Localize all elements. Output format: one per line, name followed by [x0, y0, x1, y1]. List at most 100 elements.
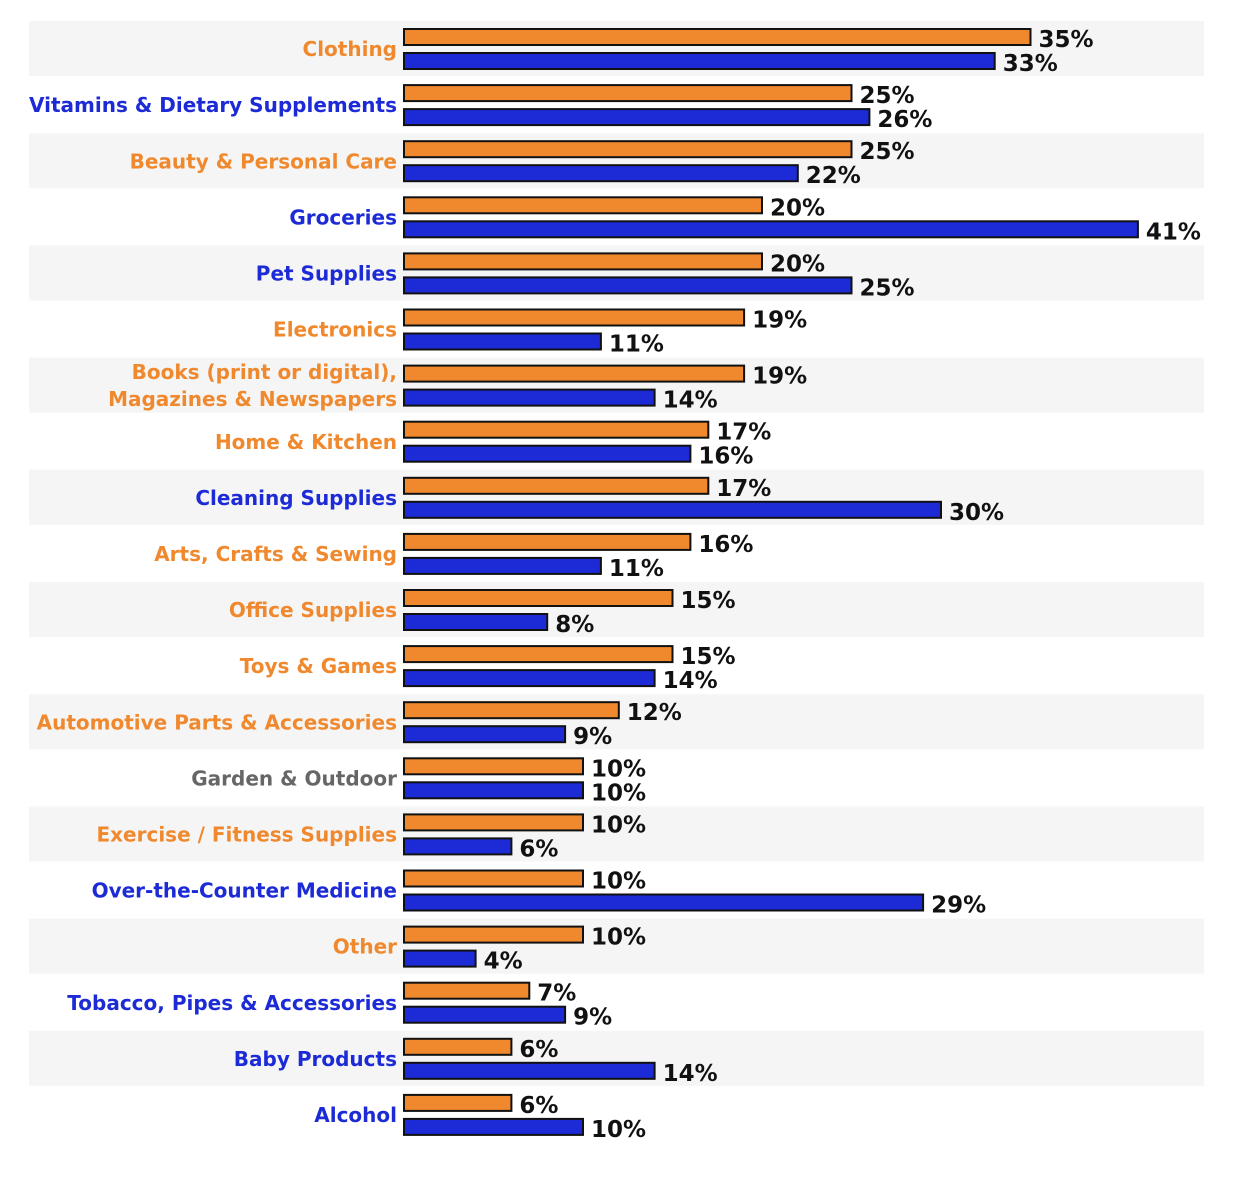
bar-blue	[403, 500, 942, 519]
data-label: 12%	[627, 700, 682, 726]
category-label: Alcohol	[314, 1103, 397, 1127]
bar-orange	[403, 757, 584, 776]
bar-blue	[403, 444, 692, 463]
data-label: 17%	[716, 420, 771, 446]
bar-blue	[403, 669, 656, 688]
row-band	[29, 806, 1204, 862]
bar-orange	[403, 420, 710, 439]
bar-orange	[403, 308, 746, 327]
bar-orange	[403, 813, 584, 832]
bar-orange	[403, 1037, 513, 1056]
bar-orange	[403, 645, 674, 664]
data-label: 14%	[663, 668, 718, 694]
category-label: Vitamins & Dietary Supplements	[29, 93, 397, 117]
category-label: Clothing	[303, 37, 397, 61]
bar-blue	[403, 781, 584, 800]
bar-blue	[403, 949, 477, 968]
bar-orange	[403, 196, 763, 215]
bar-orange	[403, 701, 620, 720]
bar-blue	[403, 556, 602, 575]
category-label: Baby Products	[234, 1047, 397, 1071]
category-label: Groceries	[289, 205, 397, 229]
data-label: 6%	[519, 1093, 558, 1119]
category-label: Exercise / Fitness Supplies	[96, 822, 397, 846]
data-label: 14%	[663, 388, 718, 414]
bar-orange	[403, 532, 692, 551]
bar-orange	[403, 1093, 513, 1112]
category-label: Cleaning Supplies	[195, 486, 397, 510]
category-label: Beauty & Personal Care	[130, 149, 397, 173]
data-label: 16%	[698, 532, 753, 558]
bar-blue	[403, 388, 656, 407]
category-label: Toys & Games	[240, 654, 397, 678]
data-label: 16%	[698, 444, 753, 470]
bar-blue	[403, 52, 996, 70]
bar-blue	[403, 1005, 567, 1024]
category-label: Other	[333, 935, 397, 959]
bar-blue	[403, 725, 567, 744]
bar-blue	[403, 108, 871, 127]
data-label: 11%	[609, 332, 664, 358]
bar-blue	[403, 1061, 656, 1080]
data-label: 6%	[519, 1037, 558, 1063]
data-label: 17%	[716, 476, 771, 502]
bar-orange	[403, 364, 746, 383]
data-label: 41%	[1146, 219, 1201, 245]
bar-blue	[403, 837, 513, 856]
data-label: 20%	[770, 251, 825, 277]
data-label: 6%	[519, 836, 558, 862]
data-label: 33%	[1003, 51, 1058, 77]
category-label: Arts, Crafts & Sewing	[154, 542, 397, 566]
bar-orange	[403, 140, 853, 159]
data-label: 30%	[949, 500, 1004, 526]
bar-orange	[403, 925, 584, 944]
data-label: 35%	[1039, 27, 1094, 53]
data-label: 10%	[591, 756, 646, 782]
data-label: 10%	[591, 812, 646, 838]
data-label: 19%	[752, 308, 807, 334]
bar-blue	[403, 893, 925, 912]
category-label: Over-the-Counter Medicine	[92, 879, 397, 903]
bar-orange	[403, 28, 1032, 46]
data-label: 11%	[609, 556, 664, 582]
data-label: 4%	[484, 949, 523, 975]
category-label: Books (print or digital),	[132, 360, 397, 384]
category-label: Tobacco, Pipes & Accessories	[67, 991, 397, 1015]
bar-blue	[403, 164, 799, 183]
row-band	[29, 918, 1204, 974]
bar-orange	[403, 589, 674, 607]
bar-orange	[403, 252, 763, 271]
data-label: 29%	[931, 893, 986, 919]
data-label: 19%	[752, 364, 807, 390]
data-label: 14%	[663, 1061, 718, 1087]
bar-blue	[403, 276, 853, 295]
data-label: 9%	[573, 1005, 612, 1031]
category-label: Office Supplies	[229, 598, 397, 622]
data-label: 10%	[591, 780, 646, 806]
category-label: Garden & Outdoor	[191, 766, 397, 790]
data-label: 22%	[806, 163, 861, 189]
bar-orange	[403, 476, 710, 495]
bar-blue	[403, 613, 549, 631]
bar-blue	[403, 332, 602, 351]
data-label: 25%	[860, 83, 915, 109]
data-label: 25%	[860, 275, 915, 301]
category-label: Pet Supplies	[256, 261, 397, 285]
bar-blue	[403, 1117, 584, 1136]
bar-orange	[403, 84, 853, 103]
data-label: 15%	[681, 644, 736, 670]
data-label: 8%	[555, 612, 594, 638]
data-label: 26%	[877, 107, 932, 133]
category-label: Magazines & Newspapers	[108, 387, 397, 411]
data-label: 15%	[681, 588, 736, 614]
category-label: Home & Kitchen	[215, 430, 397, 454]
data-label: 25%	[860, 139, 915, 165]
category-label: Electronics	[273, 318, 397, 342]
data-label: 10%	[591, 925, 646, 951]
data-label: 10%	[591, 1117, 646, 1143]
data-label: 9%	[573, 724, 612, 750]
data-label: 20%	[770, 195, 825, 221]
bar-blue	[403, 220, 1139, 239]
data-label: 10%	[591, 869, 646, 895]
